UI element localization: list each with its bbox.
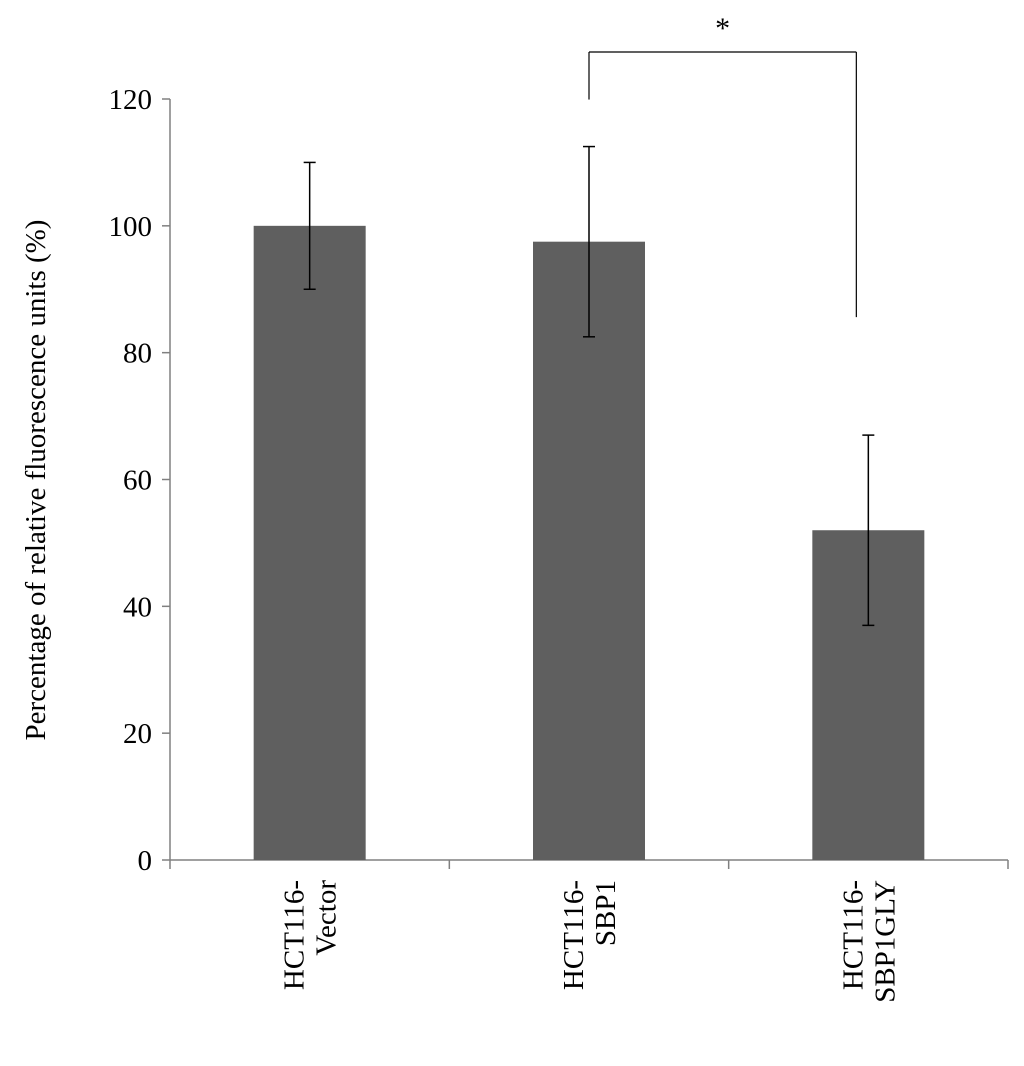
bar bbox=[253, 225, 366, 861]
significance-marker: * bbox=[715, 12, 730, 45]
x-tick-label: HCT116- Vector bbox=[279, 880, 343, 990]
x-tick-label-line: Vector bbox=[311, 880, 343, 956]
x-tick-label-line: HCT116- bbox=[558, 880, 590, 990]
y-axis-title: Percentage of relative fluorescence unit… bbox=[20, 220, 52, 741]
x-tick-label: HCT116- SBP1 bbox=[558, 880, 622, 990]
y-tick-label: 40 bbox=[123, 591, 152, 623]
y-tick-label: 80 bbox=[123, 338, 152, 370]
y-tick-label: 120 bbox=[109, 84, 153, 116]
y-tick-label: 100 bbox=[109, 211, 153, 243]
y-tick-label: 20 bbox=[123, 718, 152, 750]
bar bbox=[533, 241, 645, 860]
x-tick-label-line: HCT116- bbox=[279, 880, 311, 990]
x-tick-label-line: SBP1GLY bbox=[869, 880, 901, 1003]
error-bar-layer bbox=[303, 145, 875, 627]
bar-layer bbox=[253, 225, 925, 861]
x-tick-label-line: HCT116- bbox=[837, 880, 869, 990]
y-tick-label: 0 bbox=[138, 845, 153, 877]
x-tick-label: HCT116- SBP1GLY bbox=[837, 880, 901, 1003]
x-tick-label-line: SBP1 bbox=[590, 880, 622, 946]
annotation-layer: * bbox=[588, 12, 857, 318]
y-tick-label: 60 bbox=[123, 465, 152, 497]
